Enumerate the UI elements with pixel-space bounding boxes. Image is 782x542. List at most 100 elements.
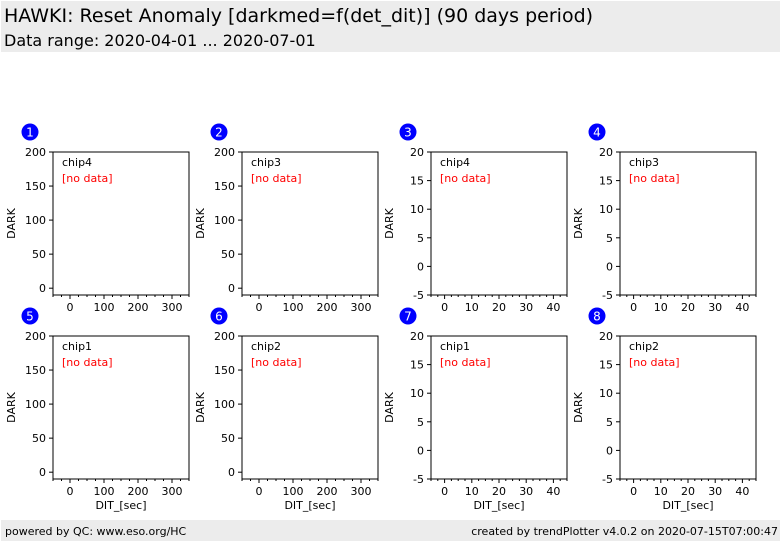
x-tick-label: 20 [681,301,695,314]
x-tick-label: 20 [681,485,695,498]
y-tick-label: 20 [599,330,613,343]
y-tick-label: 0 [606,260,613,273]
x-axis-label: DIT_[sec] [473,499,524,512]
x-tick-label: 30 [519,485,533,498]
x-tick-label: 300 [162,485,183,498]
y-tick-label: 0 [606,444,613,457]
x-tick-label: 300 [162,301,183,314]
y-tick-label: 100 [25,398,46,411]
y-tick-label: 150 [25,364,46,377]
panel-number-badge [399,307,417,325]
chip-label: chip2 [629,340,659,353]
no-data-note: [no data] [440,356,491,369]
y-tick-label: 150 [25,180,46,193]
x-tick-label: 20 [492,485,506,498]
panel-number-badge [588,307,606,325]
x-tick-label: 40 [546,301,560,314]
chip-label: chip4 [440,156,470,169]
x-tick-label: 40 [735,485,749,498]
y-axis-label: DARK [194,391,207,422]
x-tick-label: 0 [256,301,263,314]
y-tick-label: 100 [214,398,235,411]
panel-number-label: 3 [404,126,412,140]
no-data-note: [no data] [62,356,113,369]
x-tick-label: 100 [94,485,115,498]
page-subtitle: Data range: 2020-04-01 ... 2020-07-01 [4,31,316,50]
y-tick-label: 150 [214,180,235,193]
y-tick-label: 0 [228,282,235,295]
chip-label: chip2 [251,340,281,353]
x-tick-label: 0 [630,301,637,314]
y-tick-label: 15 [599,359,613,372]
panel-number-badge [588,123,606,141]
y-axis-label: DARK [572,207,585,238]
x-tick-label: 0 [630,485,637,498]
y-tick-label: 5 [417,416,424,429]
y-tick-label: 5 [417,232,424,245]
y-tick-label: 0 [417,444,424,457]
x-tick-label: 20 [492,301,506,314]
y-tick-label: 10 [410,387,424,400]
y-tick-label: 50 [221,432,235,445]
y-tick-label: 5 [606,232,613,245]
x-tick-label: 30 [519,301,533,314]
x-axis-label: DIT_[sec] [284,499,335,512]
panel-number-label: 6 [215,310,223,324]
no-data-note: [no data] [440,172,491,185]
no-data-note: [no data] [251,356,302,369]
x-tick-label: 10 [465,301,479,314]
x-tick-label: 30 [708,485,722,498]
x-tick-label: 10 [654,485,668,498]
chip-label: chip3 [629,156,659,169]
y-axis-label: DARK [383,207,396,238]
x-tick-label: 0 [67,485,74,498]
page-footer: powered by QC: www.eso.org/HC created by… [1,520,780,541]
x-axis-label: DIT_[sec] [662,499,713,512]
y-tick-label: 15 [410,175,424,188]
y-tick-label: 15 [410,359,424,372]
no-data-note: [no data] [62,172,113,185]
panel-number-badge [21,123,39,141]
x-tick-label: 40 [735,301,749,314]
y-tick-label: 100 [25,214,46,227]
y-tick-label: 100 [214,214,235,227]
y-tick-label: 20 [410,330,424,343]
panel-number-label: 8 [593,310,601,324]
chip-label: chip1 [62,340,92,353]
panel-number-label: 1 [26,126,34,140]
y-axis-label: DARK [383,391,396,422]
chip-label: chip4 [62,156,92,169]
y-tick-label: 0 [417,260,424,273]
y-tick-label: 200 [25,330,46,343]
y-tick-label: 0 [39,282,46,295]
x-tick-label: 200 [317,485,338,498]
x-tick-label: 40 [546,485,560,498]
page-title: HAWKI: Reset Anomaly [darkmed=f(det_dit)… [4,5,594,27]
x-tick-label: 0 [441,301,448,314]
x-axis-label: DIT_[sec] [95,499,146,512]
x-tick-label: 200 [128,485,149,498]
panel-number-badge [399,123,417,141]
x-tick-label: 100 [283,485,304,498]
y-tick-label: -5 [602,289,613,302]
x-tick-label: 200 [128,301,149,314]
y-tick-label: 10 [410,203,424,216]
chip-label: chip1 [440,340,470,353]
x-tick-label: 30 [708,301,722,314]
footer-credit-link[interactable]: powered by QC: www.eso.org/HC [5,525,187,538]
footer-created-by: created by trendPlotter v4.0.2 on 2020-0… [471,525,778,538]
y-tick-label: 20 [410,146,424,159]
y-tick-label: 15 [599,175,613,188]
panel-number-label: 5 [26,310,34,324]
y-tick-label: 0 [228,466,235,479]
no-data-note: [no data] [251,172,302,185]
x-tick-label: 10 [654,301,668,314]
y-tick-label: 50 [32,248,46,261]
y-tick-label: 20 [599,146,613,159]
y-axis-label: DARK [5,391,18,422]
page-header: HAWKI: Reset Anomaly [darkmed=f(det_dit)… [1,1,780,52]
panel-number-badge [210,307,228,325]
y-tick-label: 200 [214,146,235,159]
y-tick-label: -5 [602,473,613,486]
